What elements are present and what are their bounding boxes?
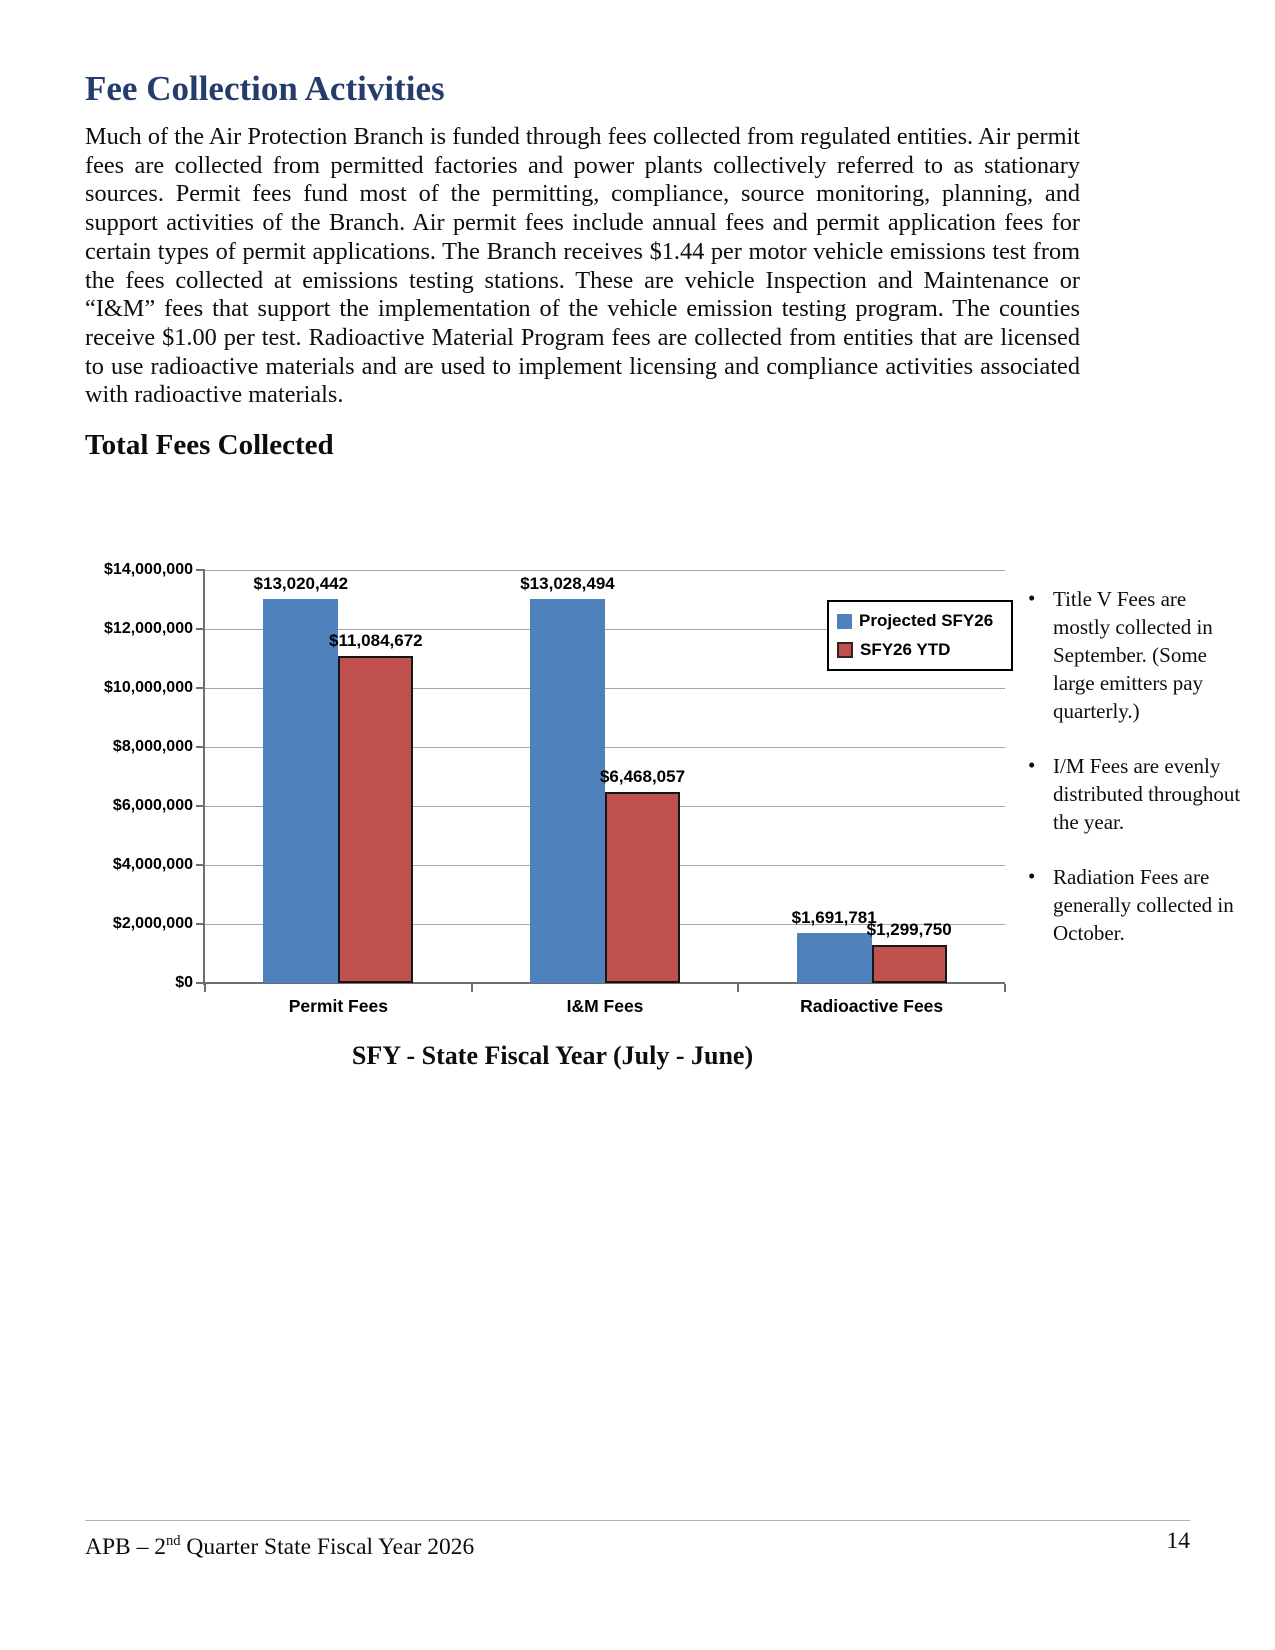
intro-paragraph: Much of the Air Protection Branch is fun…: [85, 123, 1080, 409]
chart-notes: • Title V Fees are mostly collected in S…: [1022, 585, 1244, 974]
chart-legend: Projected SFY26 SFY26 YTD: [827, 600, 1013, 671]
x-axis-category-label: Permit Fees: [288, 996, 388, 1016]
note-text: Title V Fees are mostly collected in Sep…: [1053, 587, 1213, 723]
note-item: • Radiation Fees are generally collected…: [1022, 863, 1244, 947]
legend-swatch-icon: [837, 613, 852, 629]
bar-value-label: $1,299,750: [866, 920, 952, 939]
bar-value-label: $6,468,057: [599, 767, 686, 786]
x-tick-mark: [204, 984, 206, 992]
note-text: I/M Fees are evenly distributed througho…: [1053, 754, 1241, 834]
y-axis-tick-label: $10,000,000: [104, 679, 193, 696]
y-tick-mark: [196, 805, 205, 807]
page-number: 14: [1166, 1528, 1191, 1554]
legend-item-projected-sfy26: Projected SFY26: [837, 611, 1003, 631]
footer-text: APB – 2nd Quarter State Fiscal Year 2026: [85, 1526, 474, 1562]
chart-caption: SFY - State Fiscal Year (July - June): [351, 1041, 754, 1070]
y-axis-tick-label: $8,000,000: [112, 738, 193, 755]
y-tick-mark: [196, 569, 205, 571]
gridline: [205, 865, 1005, 866]
gridline: [205, 688, 1005, 689]
y-tick-mark: [196, 982, 205, 984]
bar-value-label: $1,691,781: [791, 908, 877, 927]
y-axis-tick-label: $14,000,000: [104, 561, 193, 578]
y-axis-tick-label: $4,000,000: [112, 856, 193, 873]
x-tick-mark: [1004, 984, 1006, 992]
x-tick-mark: [470, 984, 473, 992]
bar-projected-sfy26-radioactive-fees: [796, 933, 872, 983]
bullet-icon: •: [1028, 864, 1036, 888]
bar-value-label: $11,084,672: [329, 631, 423, 650]
note-text: Radiation Fees are generally collected i…: [1053, 865, 1234, 945]
page-footer: APB – 2nd Quarter State Fiscal Year 2026…: [85, 1526, 1190, 1562]
bullet-icon: •: [1028, 586, 1036, 610]
legend-item-sfy26-ytd: SFY26 YTD: [837, 640, 1003, 660]
footer-text-superscript: nd: [165, 1533, 181, 1549]
bar-projected-sfy26-i-m-fees: [530, 599, 605, 983]
y-axis-tick-label: $12,000,000: [104, 620, 193, 637]
y-tick-mark: [196, 923, 205, 925]
footer-text-suffix: Quarter State Fiscal Year 2026: [180, 1533, 475, 1560]
bar-projected-sfy26-permit-fees: [263, 599, 339, 983]
footer-text-prefix: APB – 2: [85, 1533, 166, 1560]
y-tick-mark: [196, 864, 205, 866]
gridline: [205, 747, 1005, 748]
bar-value-label: $13,020,442: [253, 574, 349, 593]
x-axis-category-label: I&M Fees: [566, 996, 644, 1016]
y-axis-tick-label: $6,000,000: [112, 797, 193, 814]
gridline: [205, 924, 1005, 925]
x-axis-line: [205, 982, 1005, 984]
footer-divider: [85, 1520, 1190, 1521]
page-title: Fee Collection Activities: [85, 69, 445, 108]
gridline: [205, 806, 1005, 807]
bullet-icon: •: [1028, 753, 1036, 777]
bar-sfy26-ytd-permit-fees: [338, 656, 414, 983]
y-axis-line: [203, 570, 205, 985]
bar-sfy26-ytd-radioactive-fees: [871, 945, 947, 983]
y-tick-mark: [196, 746, 205, 748]
y-tick-mark: [196, 628, 205, 630]
y-tick-mark: [196, 687, 205, 689]
gridline: [205, 570, 1005, 571]
y-axis-tick-label: $2,000,000: [112, 915, 193, 932]
bar-value-label: $13,028,494: [520, 574, 615, 593]
section-heading: Total Fees Collected: [85, 429, 334, 461]
gridline: [205, 629, 1005, 630]
x-axis-category-label: Radioactive Fees: [800, 996, 944, 1016]
note-item: • Title V Fees are mostly collected in S…: [1022, 585, 1244, 725]
x-tick-mark: [737, 984, 740, 992]
legend-label: SFY26 YTD: [860, 640, 951, 659]
legend-label: Projected SFY26: [859, 611, 994, 630]
legend-swatch-icon: [837, 642, 853, 658]
y-axis-tick-label: $0: [175, 974, 193, 991]
bar-sfy26-ytd-i-m-fees: [605, 792, 680, 983]
note-item: • I/M Fees are evenly distributed throug…: [1022, 752, 1244, 836]
